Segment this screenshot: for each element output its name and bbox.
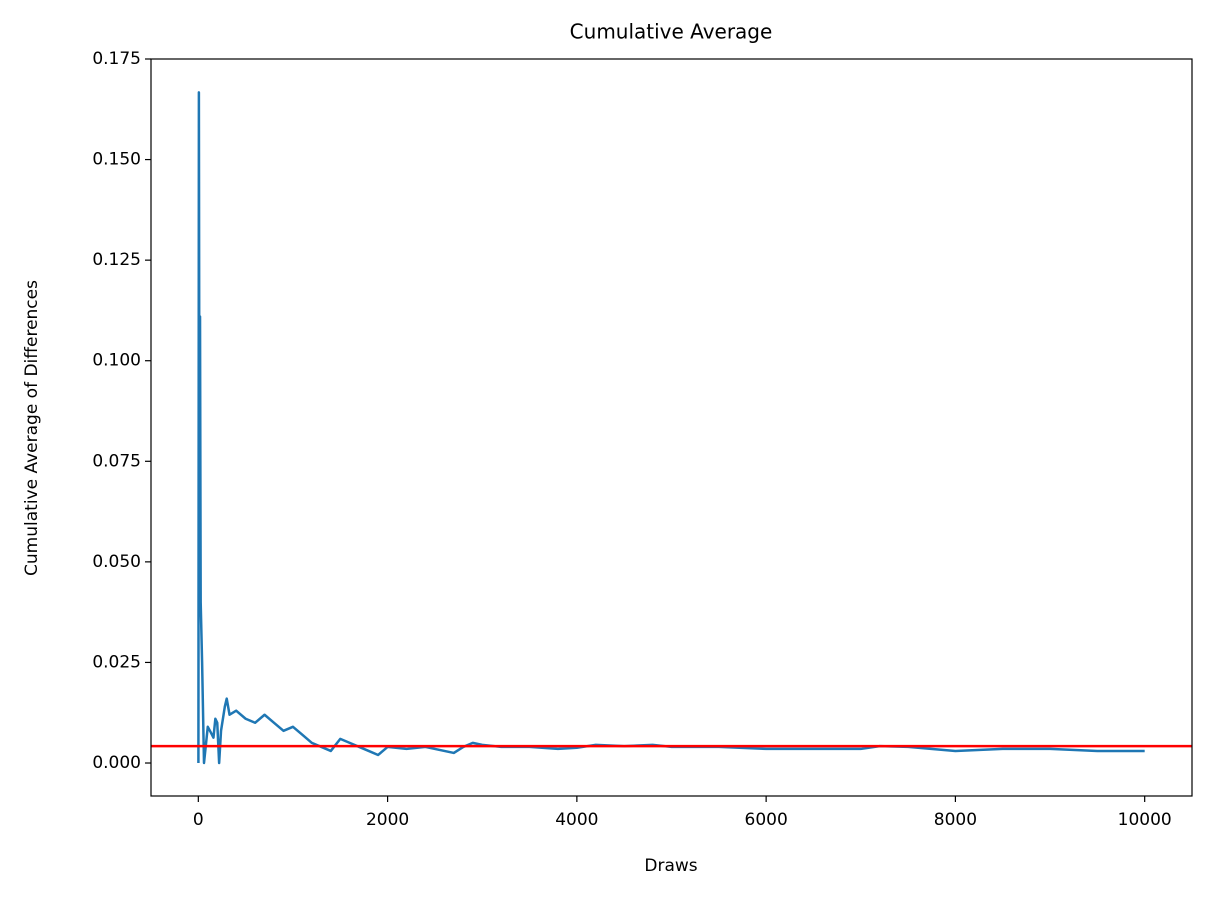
y-tick-label: 0.050 <box>92 552 141 572</box>
x-tick-label: 4000 <box>555 810 598 830</box>
y-tick-label: 0.025 <box>92 652 141 672</box>
x-tick-label: 10000 <box>1118 810 1172 830</box>
x-axis-label: Draws <box>644 856 697 876</box>
y-tick-label: 0.125 <box>92 250 141 270</box>
data-line <box>197 91 1145 765</box>
y-tick-label: 0.000 <box>92 753 141 773</box>
x-tick-label: 0 <box>193 810 204 830</box>
y-tick-label: 0.175 <box>92 49 141 69</box>
chart-title: Cumulative Average <box>570 20 773 44</box>
y-axis-label: Cumulative Average of Differences <box>22 280 42 576</box>
y-tick-label: 0.075 <box>92 451 141 471</box>
x-tick-label: 6000 <box>745 810 788 830</box>
plot-frame <box>150 58 1193 797</box>
x-tick-label: 2000 <box>366 810 409 830</box>
x-tick-label: 8000 <box>934 810 977 830</box>
y-tick-label: 0.150 <box>92 150 141 170</box>
y-tick-label: 0.100 <box>92 351 141 371</box>
